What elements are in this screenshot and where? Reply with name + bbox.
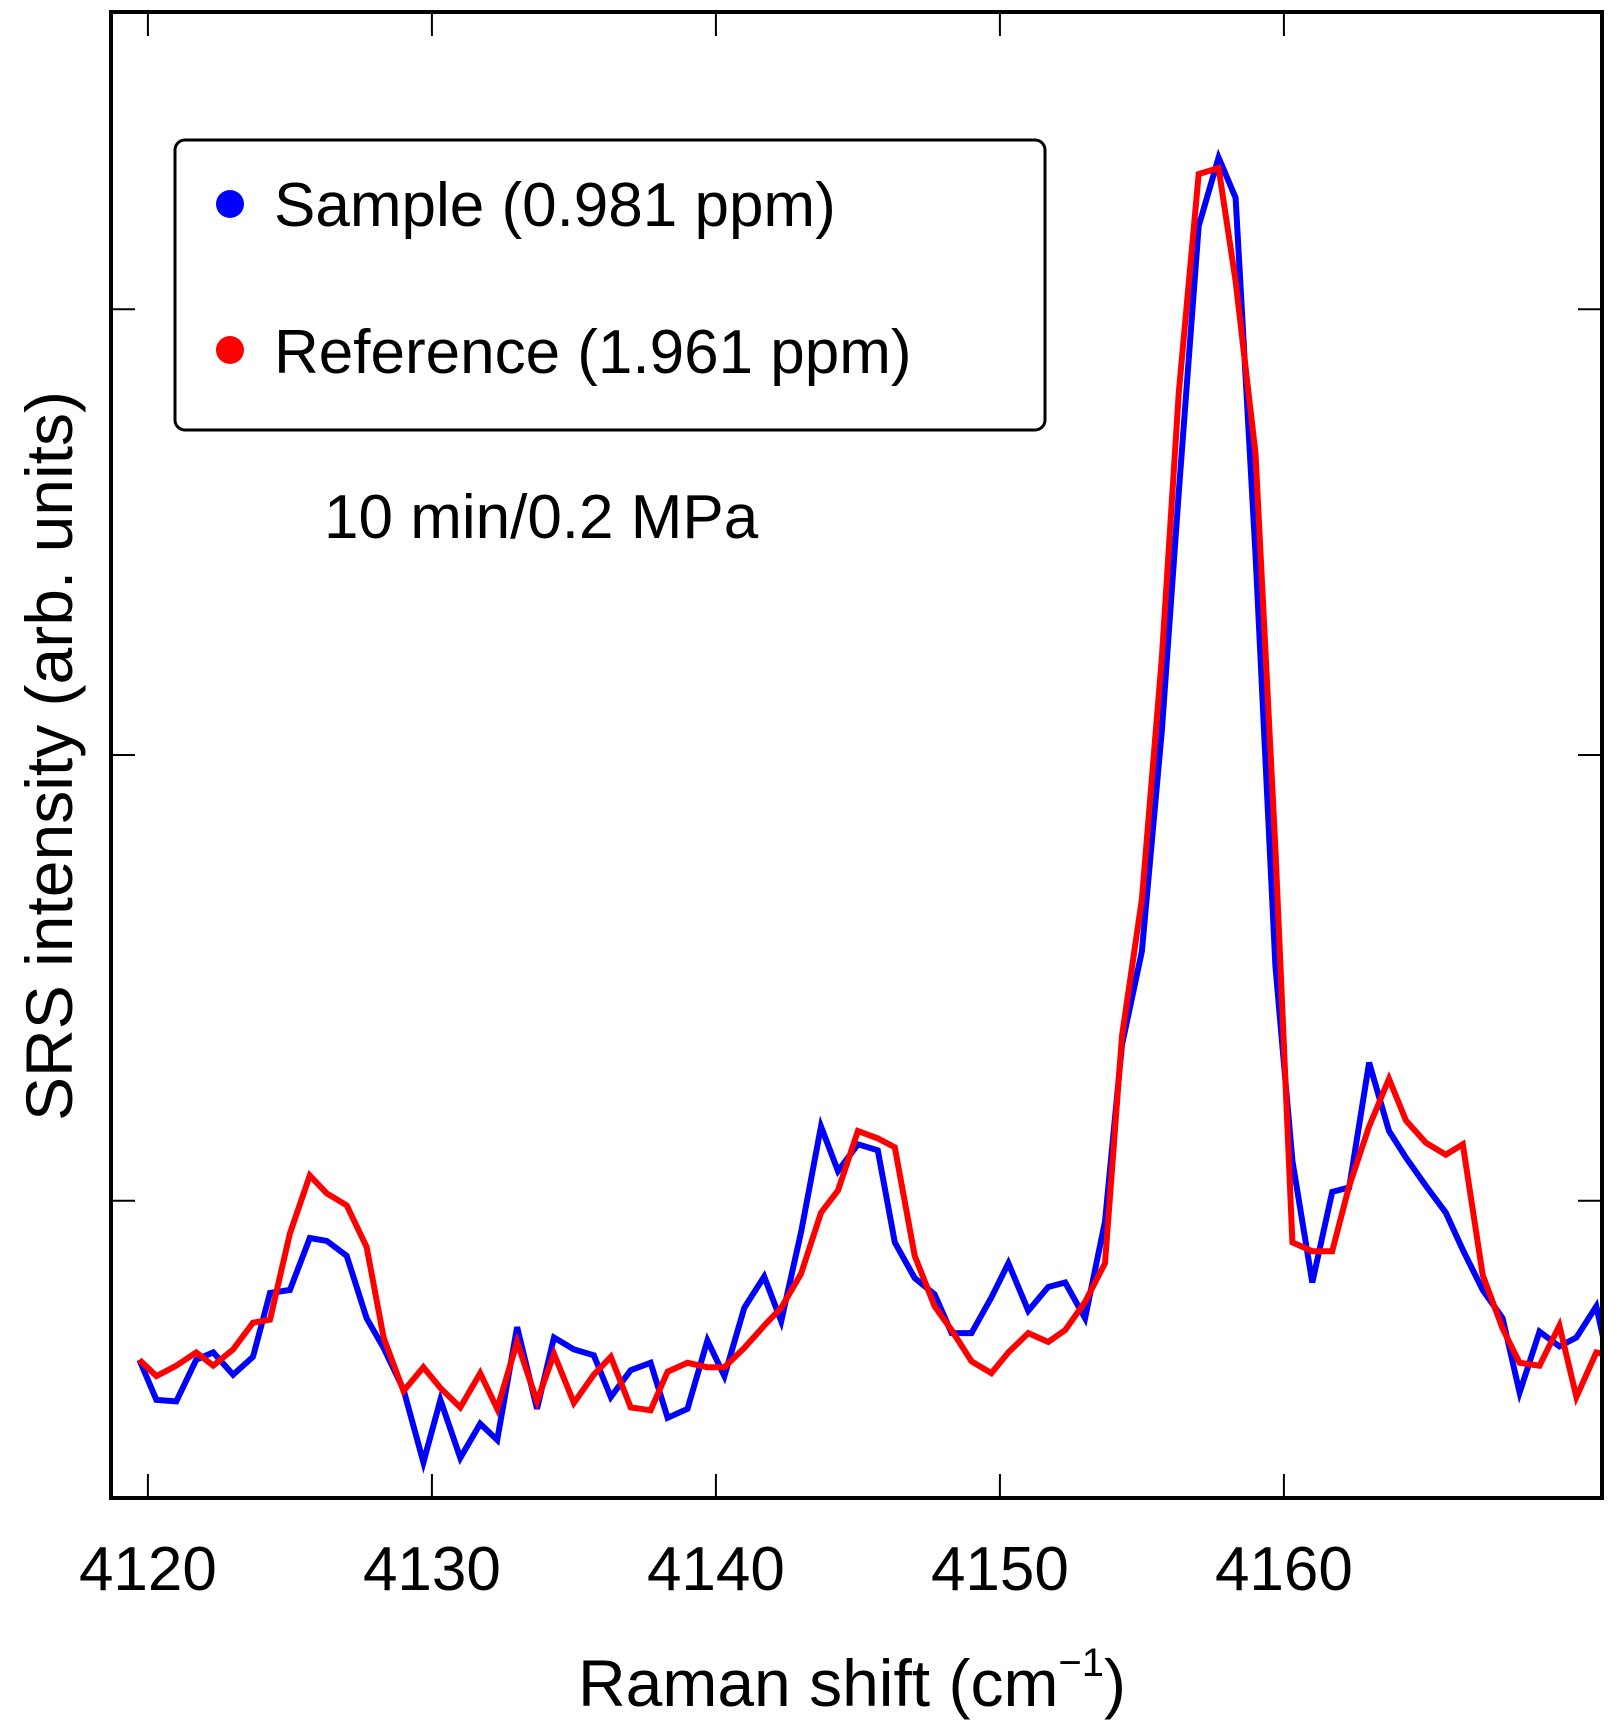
legend-label-sample: Sample (0.981 ppm) [274,171,836,240]
x-axis-title-superscript: −1 [1058,1641,1104,1685]
x-axis-title-close: ) [1104,1646,1126,1720]
legend-label-reference: Reference (1.961 ppm) [274,318,912,387]
legend-marker-sample [216,190,244,218]
x-tick-label-4150: 4150 [931,1535,1069,1604]
series-line-reference [137,164,1600,1418]
tick-marks [111,12,1602,1498]
condition-annotation: 10 min/0.2 MPa [324,483,759,552]
x-tick-label-4120: 4120 [79,1535,217,1604]
x-tick-label-4160: 4160 [1215,1535,1353,1604]
x-tick-labels: 4120 4130 4140 4150 4160 [79,1535,1353,1604]
legend: Sample (0.981 ppm) Reference (1.961 ppm) [173,138,1047,432]
legend-box [173,138,1047,432]
y-axis-title: SRS intensity (arb. units) [12,391,86,1121]
x-axis-title: Raman shift (cm−1) [578,1641,1126,1720]
series-layer [136,148,1600,1474]
x-tick-label-4140: 4140 [647,1535,785,1604]
x-tick-label-4130: 4130 [363,1535,501,1604]
legend-marker-reference [216,336,244,364]
x-axis-title-main: Raman shift (cm [578,1646,1058,1720]
